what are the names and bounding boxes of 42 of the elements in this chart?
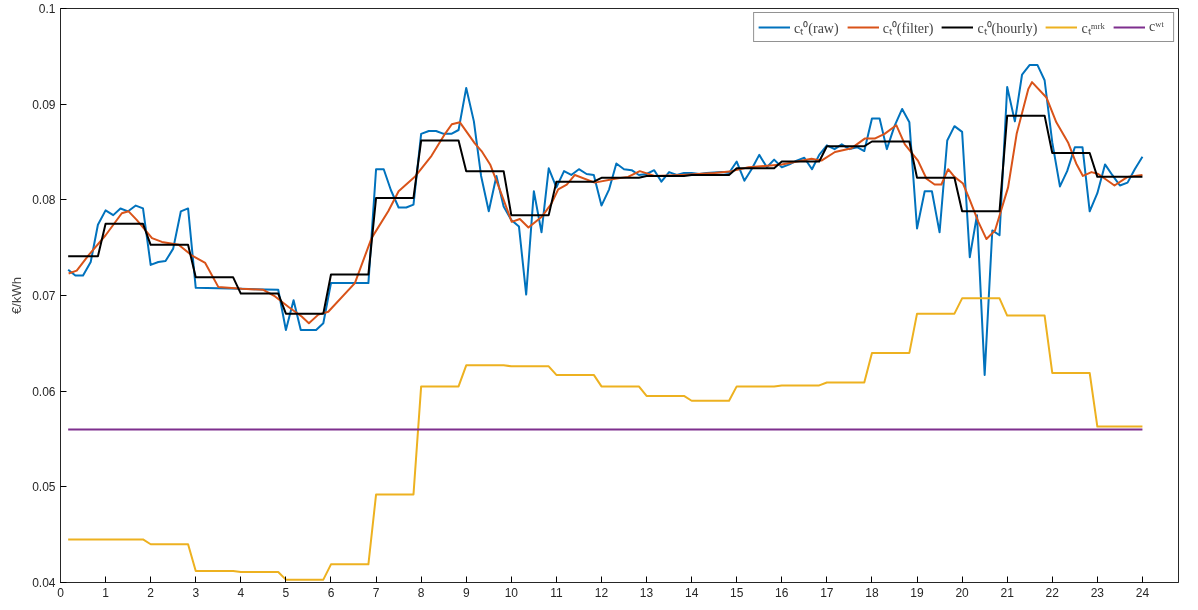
x-tick-label: 4 bbox=[237, 585, 245, 600]
x-tick-label: 13 bbox=[639, 585, 654, 600]
x-tick-label: 19 bbox=[910, 585, 925, 600]
y-tick-label: 0.05 bbox=[32, 480, 56, 495]
x-tick-label: 1 bbox=[102, 585, 110, 600]
x-tick-label: 5 bbox=[282, 585, 290, 600]
legend-label: cₜ⁰(filter) bbox=[882, 19, 934, 37]
x-tick-label: 2 bbox=[147, 585, 155, 600]
x-tick-label: 3 bbox=[192, 585, 200, 600]
x-tick-label: 16 bbox=[775, 585, 789, 600]
x-tick-label: 18 bbox=[865, 585, 879, 600]
y-tick-label: 0.09 bbox=[32, 97, 56, 112]
y-axis-title: €/kWh bbox=[9, 277, 25, 314]
y-tick-label: 0.04 bbox=[32, 576, 56, 590]
legend-label: cₜᵐʳᵏ bbox=[1081, 19, 1105, 37]
x-tick-label: 21 bbox=[1000, 585, 1015, 600]
y-tick-label: 0.07 bbox=[32, 289, 56, 303]
line-series bbox=[67, 63, 1144, 376]
x-tick-label: 9 bbox=[462, 585, 470, 600]
line-series bbox=[67, 297, 1144, 581]
x-tick-label: 14 bbox=[684, 585, 699, 600]
x-tick-label: 24 bbox=[1135, 585, 1150, 600]
x-tick-label: 23 bbox=[1090, 585, 1105, 600]
x-tick-label: 11 bbox=[550, 585, 563, 600]
y-tick-label: 0.06 bbox=[32, 384, 56, 399]
line-series bbox=[67, 114, 1144, 315]
x-tick-label: 15 bbox=[730, 585, 744, 600]
x-tick-label: 20 bbox=[955, 585, 970, 600]
line-series bbox=[67, 81, 1144, 325]
x-tick-label: 12 bbox=[594, 585, 609, 600]
x-tick-label: 0 bbox=[57, 585, 65, 600]
legend-label: cʷᵗ bbox=[1149, 19, 1165, 35]
x-tick-label: 10 bbox=[504, 585, 519, 600]
legend-label: cₜ⁰(hourly) bbox=[977, 19, 1038, 37]
x-tick-label: 7 bbox=[372, 585, 380, 600]
x-tick-label: 8 bbox=[417, 585, 425, 600]
legend-label: cₜ⁰(raw) bbox=[794, 19, 839, 37]
x-tick-label: 22 bbox=[1045, 585, 1060, 600]
x-tick-label: 17 bbox=[820, 585, 834, 600]
x-tick-label: 6 bbox=[327, 585, 335, 600]
y-tick-label: 0.1 bbox=[38, 2, 56, 16]
y-tick-label: 0.08 bbox=[32, 193, 56, 208]
